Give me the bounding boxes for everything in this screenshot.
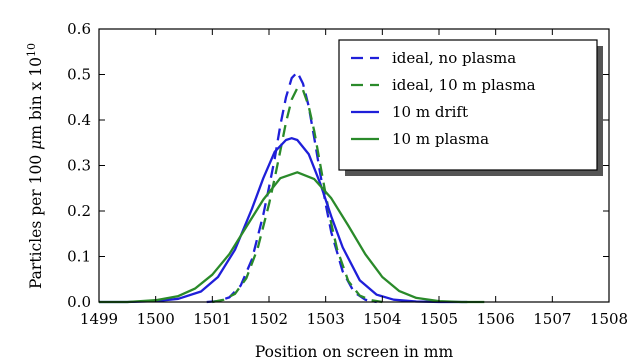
legend-label-2: ideal, 10 m plasma [392,76,536,94]
legend-box [338,39,598,171]
x-axis-label: Position on screen in mm [255,343,454,361]
x-tick-label: 1506 [477,310,515,328]
x-tick-label: 1508 [590,310,628,328]
y-tick-label: 0.4 [67,111,91,129]
x-tick-label: 1499 [80,310,118,328]
x-tick-label: 1507 [533,310,571,328]
x-tick-label: 1505 [420,310,458,328]
series-line-1 [206,71,377,304]
y-tick-label: 0.6 [67,20,91,38]
series-line-2 [212,87,383,304]
x-tick-label: 1504 [363,310,401,328]
series-line-4 [99,171,485,304]
legend-label-3: 10 m drift [392,103,468,121]
x-tick-label: 1502 [250,310,288,328]
y-tick-label: 0.5 [67,66,91,84]
legend-label-4: 10 m plasma [392,130,489,148]
ticks-layer: 1499 1500 1501 1502 1503 1504 1505 1506 1507 1508… [67,20,628,328]
y-axis-label: Particles per 100 μm bin x 1010 [25,43,45,289]
x-tick-label: 1500 [137,310,175,328]
x-tick-label: 1503 [307,310,345,328]
x-tick-label: 1501 [193,310,231,328]
legend-label-1: ideal, no plasma [392,49,516,67]
y-tick-label: 0.3 [67,157,91,175]
axes-frame [98,28,610,303]
y-tick-label: 0.0 [67,293,91,311]
legend: ideal, no plasma ideal, 10 m plasma 10 m d… [338,39,603,176]
y-tick-label: 0.1 [67,248,91,266]
y-tick-label: 0.2 [67,202,91,220]
